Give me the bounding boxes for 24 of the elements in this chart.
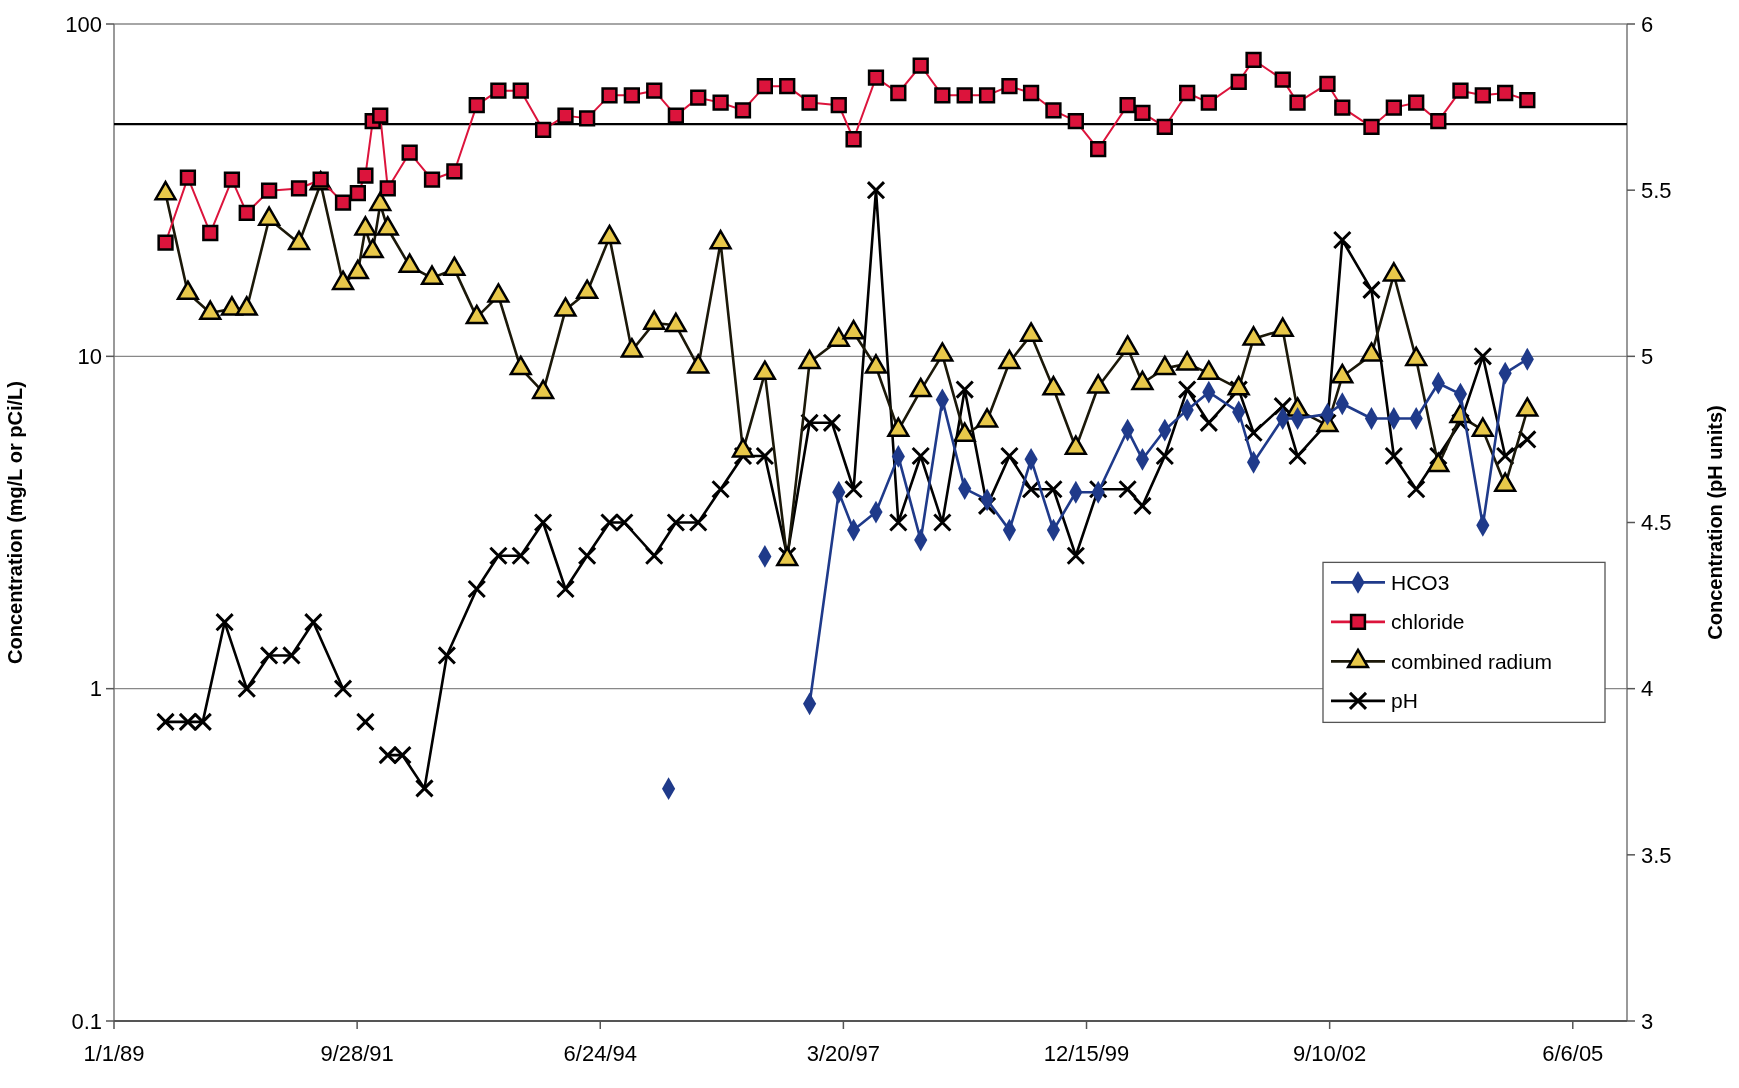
y2-tick-label: 3 xyxy=(1641,1008,1654,1034)
y2-tick-label: 4.5 xyxy=(1641,510,1672,536)
y-tick-label: 10 xyxy=(77,344,102,370)
legend-label: HCO3 xyxy=(1391,570,1450,594)
x-tick-label: 3/20/97 xyxy=(806,1041,881,1066)
y2-axis-title: Concentration (pH units) xyxy=(1704,405,1726,640)
y-tick-label: 0.1 xyxy=(71,1008,102,1034)
y2-tick-label: 4 xyxy=(1641,676,1654,702)
x-tick-label: 9/28/91 xyxy=(320,1041,394,1066)
y2-tick-label: 6 xyxy=(1641,11,1654,37)
y-tick-label: 1 xyxy=(89,676,102,702)
x-tick-label: 6/6/05 xyxy=(1542,1041,1604,1066)
y-tick-label: 100 xyxy=(65,11,102,37)
legend-label: combined radium xyxy=(1391,649,1553,673)
legend-label: chloride xyxy=(1391,610,1465,634)
x-tick-label: 9/10/02 xyxy=(1292,1041,1367,1066)
x-tick-label: 12/15/99 xyxy=(1043,1041,1130,1066)
x-tick-label: 6/24/94 xyxy=(563,1041,637,1066)
y2-tick-label: 3.5 xyxy=(1641,842,1672,868)
y-axis-title: Concentration (mg/L or pCi/L) xyxy=(4,381,26,664)
legend-label: pH xyxy=(1391,689,1418,713)
y2-tick-label: 5 xyxy=(1641,344,1654,370)
y2-tick-label: 5.5 xyxy=(1641,177,1672,203)
x-tick-label: 1/1/89 xyxy=(83,1041,145,1066)
